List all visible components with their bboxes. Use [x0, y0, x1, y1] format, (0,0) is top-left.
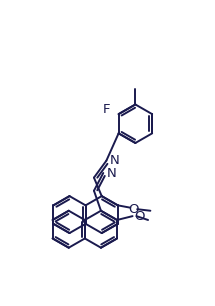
Text: O: O [134, 210, 145, 223]
Text: N: N [106, 166, 116, 180]
Text: O: O [128, 203, 139, 216]
Text: N: N [109, 154, 119, 167]
Text: F: F [102, 103, 110, 116]
